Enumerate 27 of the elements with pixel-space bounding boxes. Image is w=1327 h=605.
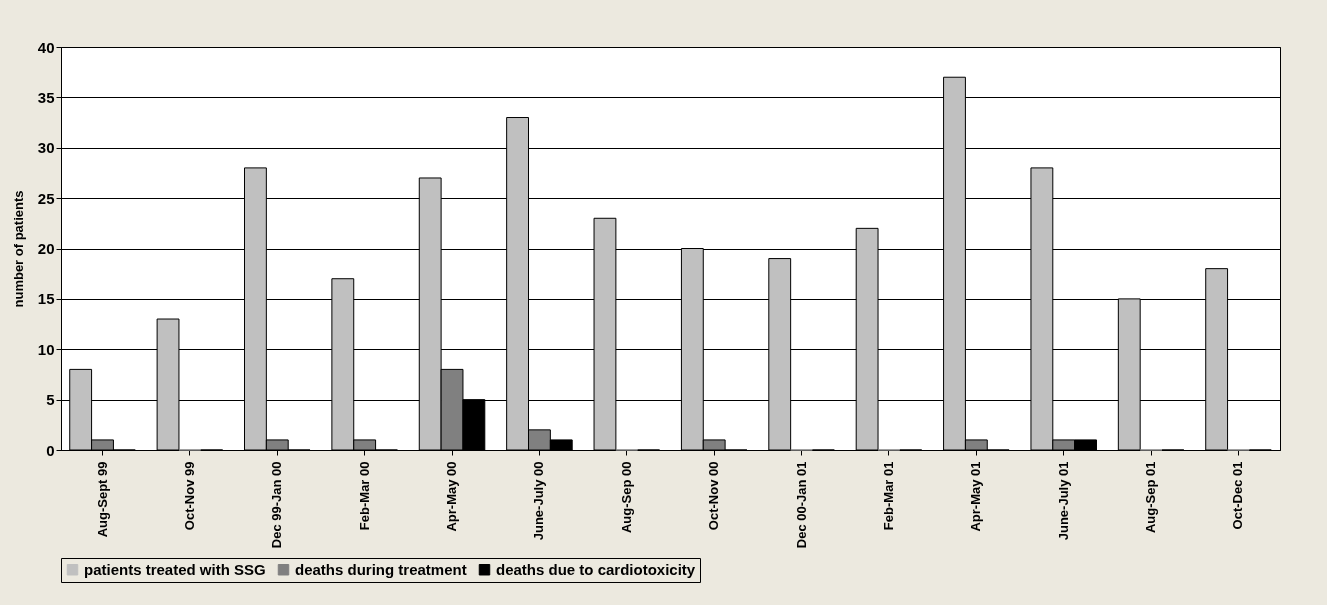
x-tick-label: Feb-Mar 01 <box>880 461 896 531</box>
x-tick-label: Oct-Nov 99 <box>181 461 197 531</box>
x-tick-label: Aug-Sept 99 <box>94 461 110 538</box>
x-tick-label: Dec 00-Jan 01 <box>793 461 809 549</box>
y-tick-label: 30 <box>37 139 55 157</box>
y-tick-label: 40 <box>37 38 55 56</box>
y-tick-label: 5 <box>46 391 55 409</box>
x-tick-label: Apr-May 01 <box>968 461 984 532</box>
y-tick-label: 10 <box>37 340 55 358</box>
legend-label: deaths due to cardiotoxicity <box>496 560 696 578</box>
y-tick-label: 25 <box>37 189 55 207</box>
y-tick-label: 35 <box>37 88 55 106</box>
y-tick-label: 20 <box>37 240 55 257</box>
x-tick-label: Oct-Dec 01 <box>1230 461 1246 530</box>
x-tick-label: Oct-Nov 00 <box>706 461 722 531</box>
legend-label: patients treated with SSG <box>84 560 266 578</box>
x-tick-label: Aug-Sep 01 <box>1143 461 1159 534</box>
legend-label: deaths during treatment <box>295 560 467 578</box>
x-tick-label: Dec 99-Jan 00 <box>269 461 285 549</box>
x-tick-label: June-July 00 <box>531 461 547 541</box>
y-axis-title: number of patients <box>10 190 26 308</box>
x-tick-label: Feb-Mar 00 <box>356 461 372 531</box>
y-tick-label: 0 <box>46 441 55 459</box>
x-tick-label: Apr-May 00 <box>444 461 460 532</box>
x-tick-label: June-July 01 <box>1055 461 1071 541</box>
y-tick-label: 15 <box>37 290 55 308</box>
x-tick-label: Aug-Sep 00 <box>618 461 634 534</box>
